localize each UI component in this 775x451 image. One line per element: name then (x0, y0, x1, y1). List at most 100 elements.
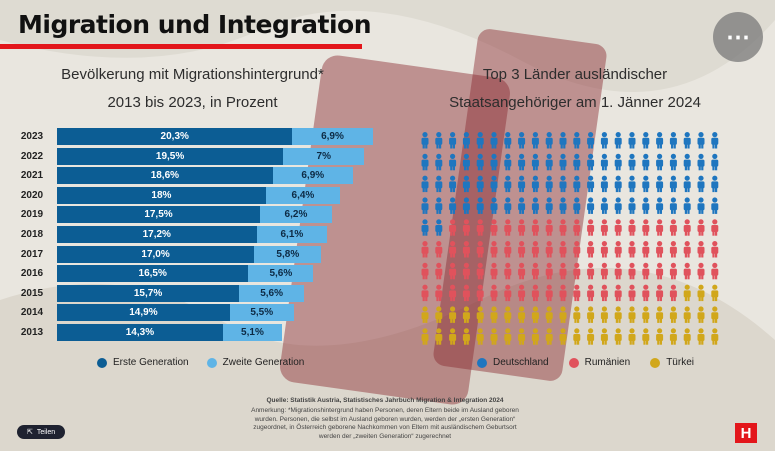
person-icon-deutschland (614, 175, 622, 193)
person-icon-deutschland (518, 132, 526, 149)
person-icon-rumaenien (435, 262, 443, 280)
person-icon-deutschland (462, 175, 470, 193)
person-icon-rumaenien (476, 262, 484, 280)
footnote: Quelle: Statistik Austria, Statistisches… (250, 397, 520, 441)
bar-zweite-generation (248, 265, 314, 283)
person-icon-rumaenien (421, 241, 429, 258)
person-icon-rumaenien (490, 219, 498, 236)
year-label: 2015 (20, 287, 44, 299)
person-icon-tuerkei (435, 328, 443, 345)
person-icon-tuerkei (683, 306, 691, 323)
person-icon-rumaenien (642, 219, 650, 236)
person-icon-deutschland (449, 132, 457, 149)
person-icon-rumaenien (642, 262, 650, 280)
person-icon-deutschland (683, 175, 691, 193)
person-icon-deutschland (683, 153, 691, 171)
bar-erste-generation (57, 226, 257, 243)
title-underline (0, 44, 362, 49)
person-icon-rumaenien (559, 262, 567, 280)
legend-label-erste: Erste Generation (113, 357, 189, 368)
person-icon-tuerkei (697, 328, 705, 345)
person-icon-deutschland (587, 197, 595, 214)
person-icon-rumaenien (587, 219, 595, 236)
person-icon-deutschland (683, 197, 691, 214)
person-icon-deutschland (573, 132, 581, 149)
person-icon-rumaenien (531, 241, 539, 258)
person-icon-deutschland (600, 153, 608, 171)
person-icon-rumaenien (573, 219, 581, 236)
person-icon-deutschland (435, 153, 443, 171)
legend-dot-deutschland (477, 357, 487, 368)
bar-value-label: 6,4% (291, 189, 315, 201)
person-icon-tuerkei (421, 328, 429, 345)
person-icon-deutschland (642, 197, 650, 214)
legend-right: Deutschland Rumänien Türkei (477, 357, 694, 368)
person-icon-tuerkei (545, 306, 553, 323)
person-icon-tuerkei (476, 328, 484, 345)
bar-value-label: 16,5% (138, 268, 167, 280)
legend-dot-zweite (206, 357, 217, 368)
person-icon-tuerkei (711, 284, 719, 302)
person-icon-rumaenien (628, 219, 636, 236)
bar-value-label: 5,8% (276, 248, 300, 260)
share-button[interactable]: ⇱ Teilen (17, 425, 66, 439)
bar-zweite-generation (222, 324, 283, 341)
share-label: Teilen (36, 428, 56, 436)
more-options-button[interactable]: ⋯ (713, 12, 763, 62)
person-icon-deutschland (531, 132, 539, 149)
person-icon-rumaenien (490, 284, 498, 302)
bar-value-label: 5,1% (241, 327, 264, 338)
person-icon-deutschland (600, 175, 608, 193)
year-label: 2020 (20, 189, 44, 201)
person-icon-rumaenien (573, 284, 581, 302)
person-icon-deutschland (490, 197, 498, 214)
legend-left: Erste Generation Zweite Generation (97, 357, 304, 368)
person-icon-rumaenien (462, 284, 470, 302)
person-icon-deutschland (573, 153, 581, 171)
person-icon-deutschland (559, 153, 567, 171)
person-icon-rumaenien (600, 284, 608, 302)
year-label: 2019 (20, 209, 44, 221)
person-icon-tuerkei (669, 306, 677, 323)
person-icon-rumaenien (531, 262, 539, 280)
person-icon-rumaenien (600, 241, 608, 258)
person-icon-rumaenien (683, 219, 691, 236)
person-icon-tuerkei (656, 306, 664, 323)
person-icon-rumaenien (642, 241, 650, 258)
person-icon-tuerkei (642, 328, 650, 345)
person-icon-deutschland (435, 219, 443, 236)
person-icon-deutschland (573, 197, 581, 214)
bar-zweite-generation (292, 128, 373, 145)
year-label: 2023 (20, 131, 44, 142)
person-icon-rumaenien (587, 241, 595, 258)
person-icon-tuerkei (518, 328, 526, 345)
year-label: 2021 (20, 170, 44, 182)
bar-zweite-generation (260, 206, 332, 224)
legend-label-deutschland: Deutschland (493, 357, 549, 368)
bar-zweite-generation (272, 167, 353, 185)
bar-value-label: 18,6% (150, 170, 180, 182)
person-icon-deutschland (711, 175, 719, 193)
year-label: 2017 (20, 248, 44, 260)
person-icon-deutschland (504, 175, 512, 193)
person-icon-rumaenien (476, 219, 484, 236)
person-icon-rumaenien (683, 262, 691, 280)
legend-dot-erste (97, 357, 107, 368)
person-icon-rumaenien (711, 262, 719, 280)
brand-logo: H (735, 423, 757, 443)
bar-zweite-generation (283, 147, 365, 165)
legend-dot-tuerkei (650, 357, 661, 368)
person-icon-deutschland (435, 175, 443, 193)
person-icon-tuerkei (697, 306, 705, 323)
person-icon-rumaenien (642, 284, 650, 302)
person-icon-deutschland (545, 175, 553, 193)
person-icon-rumaenien (669, 262, 677, 280)
person-icon-rumaenien (628, 284, 636, 302)
person-icon-tuerkei (518, 306, 526, 323)
person-icon-tuerkei (628, 328, 636, 345)
person-icon-rumaenien (559, 241, 567, 258)
person-icon-deutschland (656, 132, 664, 149)
year-label: 2018 (20, 229, 44, 240)
person-icon-tuerkei (600, 306, 608, 323)
